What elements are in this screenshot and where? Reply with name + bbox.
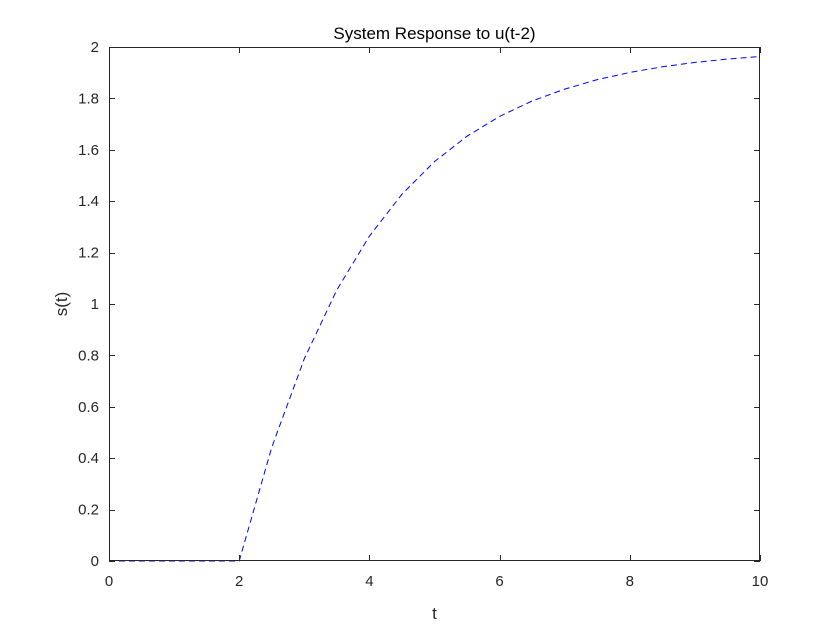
y-tick-label: 0.4 — [78, 450, 99, 467]
x-tick-label: 0 — [105, 573, 113, 590]
series-line — [109, 56, 761, 562]
y-tick-label: 0.8 — [78, 347, 99, 364]
y-tick-label: 2 — [91, 39, 99, 56]
y-tick-label: 0.6 — [78, 399, 99, 416]
x-tick-label: 6 — [495, 573, 503, 590]
data-layer — [109, 56, 761, 562]
x-tick-label: 8 — [626, 573, 634, 590]
y-ticks: 0 0.2 0.4 0.6 0.8 1 1.2 1.4 1.6 1.8 2 — [78, 39, 760, 570]
y-tick-label: 1.4 — [78, 193, 99, 210]
y-tick-label: 1.6 — [78, 142, 99, 159]
y-tick-label: 1.2 — [78, 245, 99, 262]
y-axis-label: s(t) — [52, 292, 71, 317]
x-tick-label: 10 — [752, 573, 769, 590]
chart-title: System Response to u(t-2) — [333, 24, 535, 43]
x-tick-label: 4 — [365, 573, 373, 590]
y-tick-label: 1 — [91, 296, 99, 313]
x-ticks: 0 2 4 6 8 10 — [105, 47, 769, 590]
x-axis-label: t — [432, 604, 437, 623]
plot-area — [109, 47, 760, 561]
y-tick-label: 0.2 — [78, 502, 99, 519]
y-tick-label: 0 — [91, 553, 99, 570]
y-tick-label: 1.8 — [78, 90, 99, 107]
x-tick-label: 2 — [235, 573, 243, 590]
